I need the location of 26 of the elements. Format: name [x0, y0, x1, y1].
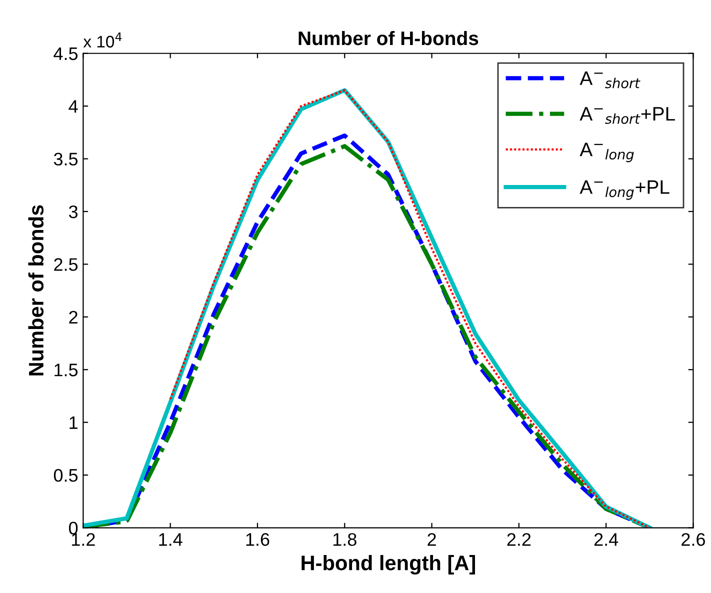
y-tick-label: 2.5 — [54, 258, 78, 271]
x-tick-label: 2 — [428, 533, 436, 546]
x-axis-title: H-bond length [A] — [302, 555, 475, 575]
y-tick-label: 4 — [68, 100, 78, 113]
y-tick-label: 1 — [70, 416, 78, 429]
x-tick-label: 2.6 — [682, 533, 705, 546]
y-tick-label: 2 — [69, 310, 78, 324]
legend-label: A$^{−}$$_{long}$ — [580, 142, 634, 162]
y-tick-label: 0 — [68, 522, 78, 534]
legend-label: A$^{−}$$_{long}$+PL — [580, 180, 670, 200]
legend-label: A$^{−}$$_{short}$ — [580, 72, 640, 88]
x-tick-label: 1.6 — [246, 533, 270, 546]
y-tick-label: 4.5 — [54, 47, 78, 60]
x-tick-label: 2.2 — [507, 533, 531, 546]
y-tick-label: 3.5 — [54, 152, 78, 166]
chart-title: Number of H-bonds — [298, 30, 478, 46]
y-tick-label: 0.5 — [54, 468, 78, 482]
x-tick-label: 1.8 — [333, 533, 356, 546]
x-tick-label: 1.2 — [72, 533, 95, 546]
text: x 10$^{4}$ — [83, 32, 122, 48]
legend-label: A$^{−}$$_{short}$+PL — [580, 107, 675, 124]
y-axis-title: Number of bonds — [28, 205, 44, 376]
y-tick-label: 1.5 — [54, 364, 78, 376]
x-tick-label: 2.4 — [594, 533, 618, 546]
x-tick-label: 1.4 — [159, 533, 182, 546]
y-tick-label: 3 — [68, 205, 78, 218]
